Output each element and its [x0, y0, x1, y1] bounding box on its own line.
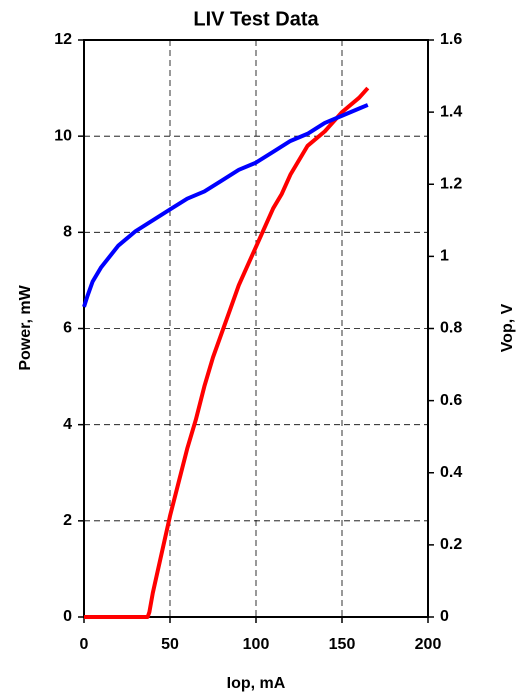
y2-tick-label: 0 [440, 608, 449, 625]
chart-title: LIV Test Data [193, 8, 319, 30]
y2-tick-label: 1.4 [440, 103, 462, 120]
y2-tick-label: 1.2 [440, 175, 462, 192]
x-tick-label: 150 [329, 636, 356, 653]
x-tick-label: 50 [161, 636, 179, 653]
y-tick-label: 12 [54, 31, 72, 48]
y-tick-label: 2 [63, 512, 72, 529]
x-tick-label: 200 [415, 636, 442, 653]
y-axis-label: Power, mW [17, 284, 34, 370]
y-tick-label: 10 [54, 127, 72, 144]
x-tick-label: 0 [80, 636, 89, 653]
x-tick-label: 100 [243, 636, 270, 653]
y2-tick-label: 1.6 [440, 31, 462, 48]
x-axis-label: Iop, mA [227, 675, 286, 692]
plot-frame [83, 39, 429, 618]
y2-tick-label: 1 [440, 248, 449, 265]
y2-tick-label: 0.8 [440, 320, 462, 337]
y2-tick-label: 0.6 [440, 392, 462, 409]
y2-tick-label: 0.4 [440, 464, 462, 481]
y-tick-label: 8 [63, 224, 72, 241]
y2-axis-label: Vop, V [499, 303, 516, 352]
y-tick-label: 0 [63, 608, 72, 625]
series-line [84, 86, 370, 619]
y-tick-label: 4 [63, 416, 72, 433]
y2-tick-label: 0.2 [440, 536, 462, 553]
y-tick-label: 6 [63, 320, 72, 337]
series-line [82, 103, 369, 308]
